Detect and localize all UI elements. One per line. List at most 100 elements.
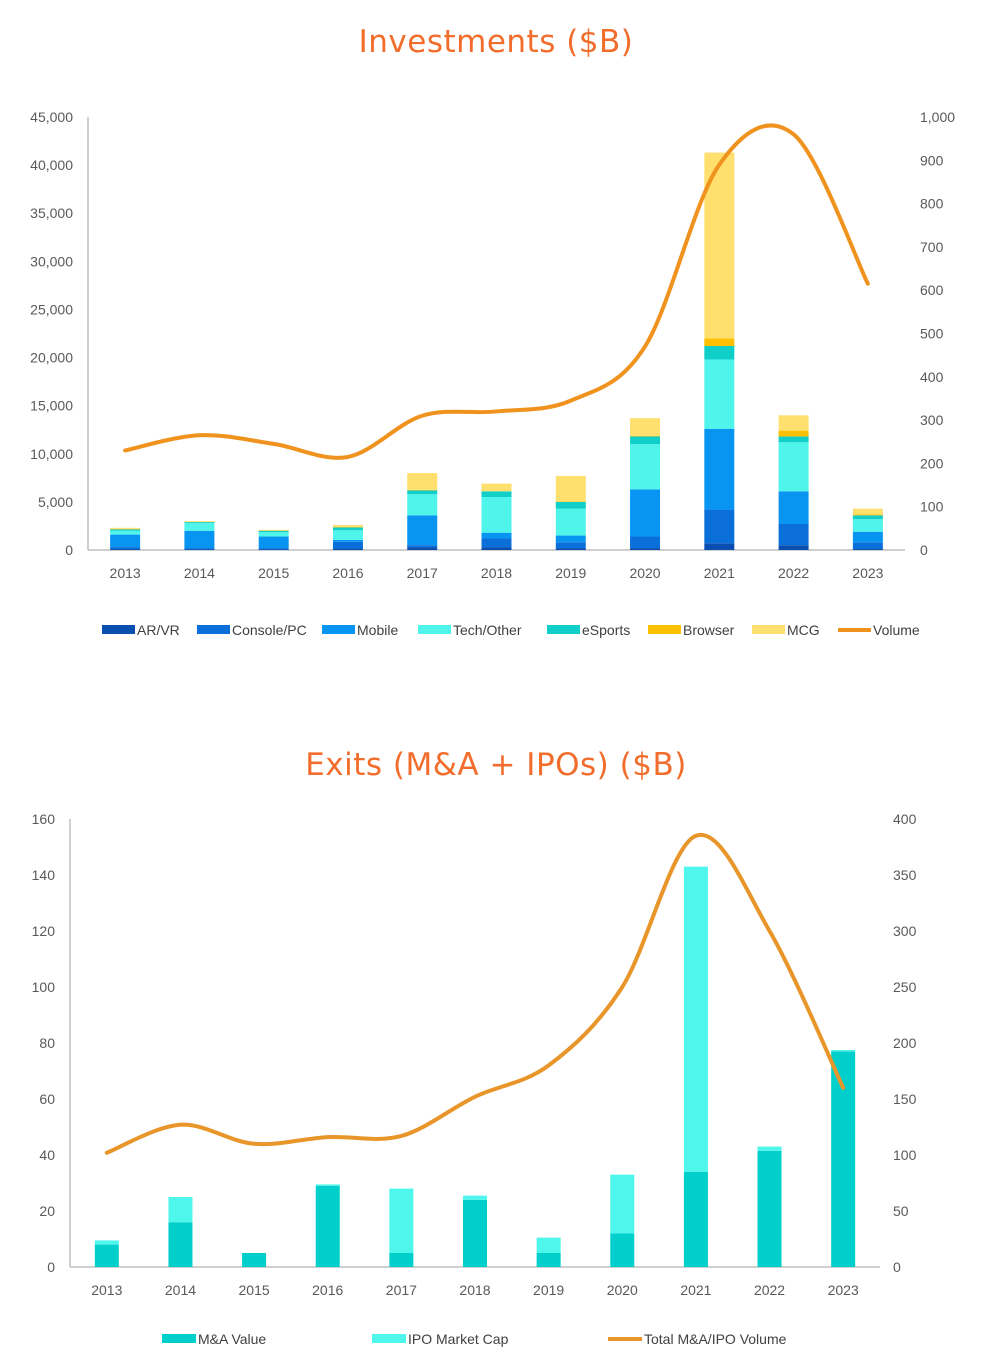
legend-label: Mobile <box>357 622 398 638</box>
bar-segment-ipo-market-cap <box>831 1050 856 1052</box>
bar-segment-mobile <box>630 489 661 537</box>
legend-swatch <box>102 625 135 634</box>
bar-segment-ar-vr <box>555 548 586 550</box>
bar-segment-m-a-value <box>315 1185 340 1267</box>
bar-segment-tech-other <box>184 523 215 531</box>
line-volume <box>123 123 870 460</box>
x-tick-label: 2021 <box>680 1282 711 1298</box>
bar-segment-console-pc <box>258 548 289 550</box>
y-tick-label-left: 40 <box>39 1147 55 1163</box>
legend-label: Browser <box>683 622 735 638</box>
bar-segment-ipo-market-cap <box>315 1184 340 1186</box>
legend-item-mobile: Mobile <box>322 622 398 638</box>
y-tick-label-right: 50 <box>893 1203 909 1219</box>
line-total-m-a-ipo-volume <box>104 832 846 1155</box>
bar-segment-esports <box>852 515 883 520</box>
bar-segment-esports <box>407 490 438 495</box>
x-tick-label: 2013 <box>91 1282 122 1298</box>
bar-segment-esports <box>332 527 363 531</box>
x-tick-label: 2020 <box>607 1282 638 1298</box>
y-tick-label-left: 15,000 <box>30 398 73 414</box>
bar-segment-mobile <box>184 530 215 549</box>
x-tick-label: 2019 <box>555 565 586 581</box>
bar-segment-console-pc <box>778 524 809 546</box>
bar-segment-mobile <box>852 531 883 543</box>
bar-segment-mcg <box>110 527 141 529</box>
bar-segment-ipo-market-cap <box>610 1174 635 1234</box>
x-tick-label: 2013 <box>110 565 141 581</box>
legend-item-m-a-value: M&A Value <box>162 1331 266 1347</box>
bar-segment-m-a-value <box>757 1150 782 1267</box>
legend-label: Console/PC <box>232 622 307 638</box>
bar-segment-ar-vr <box>704 543 735 550</box>
bar-segment-tech-other <box>481 497 512 533</box>
x-tick-label: 2018 <box>459 1282 490 1298</box>
legend-label: eSports <box>582 622 630 638</box>
y-tick-label-right: 100 <box>893 1147 917 1163</box>
y-tick-label-left: 80 <box>39 1035 55 1051</box>
bar-segment-mcg <box>852 508 883 515</box>
y-tick-label-left: 35,000 <box>30 205 73 221</box>
legend-swatch <box>197 625 230 634</box>
bar-segment-mobile <box>110 534 141 548</box>
x-tick-label: 2019 <box>533 1282 564 1298</box>
legend-label: Tech/Other <box>453 622 522 638</box>
y-tick-label-right: 300 <box>920 412 944 428</box>
y-tick-label-left: 20,000 <box>30 350 73 366</box>
bar-segment-ipo-market-cap <box>757 1146 782 1151</box>
legend-swatch <box>648 625 681 634</box>
y-tick-label-right: 600 <box>920 282 944 298</box>
legend-item-ipo-market-cap: IPO Market Cap <box>372 1331 509 1347</box>
bar-segment-ar-vr <box>481 547 512 550</box>
x-tick-label: 2021 <box>704 565 735 581</box>
bar-segment-ipo-market-cap <box>536 1237 561 1253</box>
bar-segment-m-a-value <box>242 1253 267 1267</box>
bar-segment-tech-other <box>704 359 735 429</box>
y-tick-label-right: 900 <box>920 152 944 168</box>
x-tick-label: 2018 <box>481 565 512 581</box>
bar-segment-browser <box>704 338 735 347</box>
legend-item-console-pc: Console/PC <box>197 622 307 638</box>
x-tick-label: 2023 <box>828 1282 859 1298</box>
x-tick-label: 2017 <box>407 565 438 581</box>
bar-segment-ipo-market-cap <box>168 1197 193 1223</box>
x-tick-label: 2017 <box>386 1282 417 1298</box>
legend-label: AR/VR <box>137 622 180 638</box>
y-tick-label-right: 150 <box>893 1091 917 1107</box>
y-tick-label-right: 0 <box>920 542 928 558</box>
y-tick-label-left: 20 <box>39 1203 55 1219</box>
bar-segment-ipo-market-cap <box>463 1195 487 1200</box>
bar-segment-mobile <box>258 536 289 549</box>
bar-segment-tech-other <box>110 530 141 535</box>
y-tick-label-left: 5,000 <box>38 494 73 510</box>
legend-item-ar-vr: AR/VR <box>102 622 180 638</box>
y-tick-label-left: 45,000 <box>30 109 73 125</box>
legend-item-esports: eSports <box>547 622 630 638</box>
y-tick-label-left: 160 <box>32 811 56 827</box>
legend-swatch <box>162 1334 196 1343</box>
legend-item-mcg: MCG <box>752 622 820 638</box>
bar-segment-mcg <box>555 475 586 502</box>
x-tick-label: 2022 <box>778 565 809 581</box>
bar-segment-tech-other <box>407 494 438 516</box>
y-tick-label-right: 500 <box>920 326 944 342</box>
legend-label: M&A Value <box>198 1331 266 1347</box>
legend-swatch <box>418 625 451 634</box>
y-tick-label-right: 0 <box>893 1259 901 1275</box>
y-tick-label-left: 25,000 <box>30 301 73 317</box>
y-tick-label-right: 250 <box>893 979 917 995</box>
y-tick-label-left: 0 <box>65 542 73 558</box>
bar-segment-console-pc <box>704 509 735 544</box>
y-tick-label-left: 60 <box>39 1091 55 1107</box>
bar-segment-mobile <box>332 539 363 542</box>
y-tick-label-left: 120 <box>32 923 56 939</box>
bar-segment-esports <box>258 530 289 533</box>
bar-segment-m-a-value <box>463 1199 487 1267</box>
bar-segment-ar-vr <box>778 545 809 550</box>
bar-segment-esports <box>778 436 809 443</box>
investments-chart: 0 5,000 10,000 15,000 20,000 25,000 30,000 35,0… <box>30 109 955 638</box>
y-tick-label-right: 400 <box>893 811 917 827</box>
bar-segment-esports <box>630 436 661 445</box>
bar-segment-ipo-market-cap <box>683 866 708 1172</box>
